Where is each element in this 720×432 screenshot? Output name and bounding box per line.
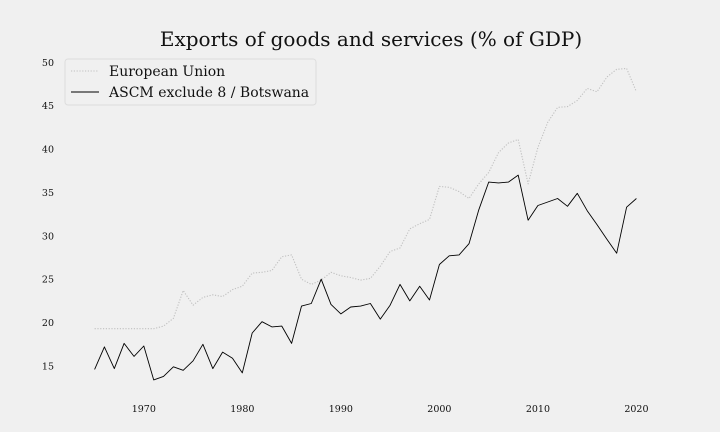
legend-label-european-union: European Union (109, 64, 225, 80)
chart-title: Exports of goods and services (% of GDP) (160, 27, 582, 51)
y-tick-label: 50 (42, 58, 54, 69)
x-tick-label: 1990 (329, 404, 353, 415)
legend-label-botswana: ASCM exclude 8 / Botswana (108, 85, 309, 101)
series-line-botswana (94, 174, 637, 381)
y-tick-label: 20 (42, 318, 54, 329)
y-tick-label: 25 (42, 275, 54, 286)
legend: European Union ASCM exclude 8 / Botswana (64, 58, 317, 106)
series-line-european-union (94, 67, 637, 330)
x-tick-label: 1980 (230, 404, 254, 415)
y-axis-ticks: 15 20 25 30 35 40 45 50 (42, 58, 54, 373)
y-tick-label: 45 (42, 101, 54, 112)
y-tick-label: 35 (42, 188, 54, 199)
y-tick-label: 30 (42, 231, 54, 242)
y-tick-label: 40 (42, 145, 54, 156)
x-tick-label: 1970 (132, 404, 156, 415)
plot-lines (94, 67, 637, 381)
x-tick-label: 2000 (427, 404, 451, 415)
y-tick-label: 15 (42, 361, 54, 372)
legend-box (64, 58, 317, 106)
x-axis-ticks: 1970 1980 1990 2000 2010 2020 (132, 404, 649, 415)
x-tick-label: 2020 (624, 404, 648, 415)
x-tick-label: 2010 (526, 404, 550, 415)
